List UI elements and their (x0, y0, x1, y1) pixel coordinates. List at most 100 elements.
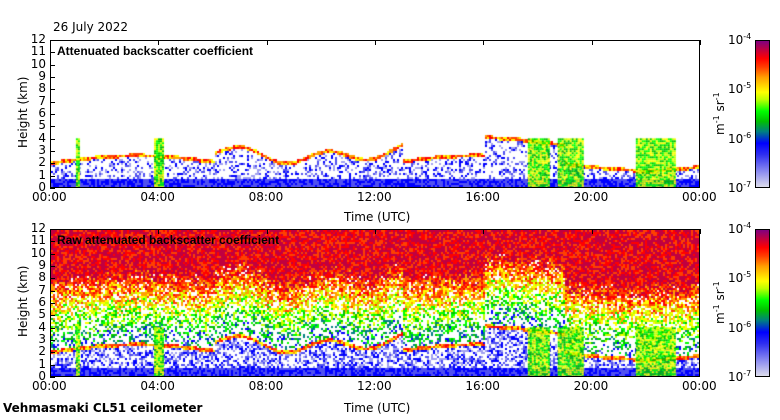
x-tick-mark (266, 40, 268, 45)
x-tick-label: 00:00 (682, 379, 717, 393)
attenuated-backscatter-plot: Attenuated backscatter coefficient (50, 40, 700, 188)
y-tick-mark (50, 77, 55, 78)
y-tick-mark (50, 266, 55, 267)
y-tick-label: 6 (38, 295, 46, 309)
colorbar-unit: m-1 sr-1 (712, 281, 727, 324)
colorbar (755, 229, 770, 377)
x-tick-label: 08:00 (248, 379, 284, 393)
y-tick-label: 6 (38, 106, 46, 120)
y-tick-mark (50, 241, 55, 243)
x-tick-label: 00:00 (32, 379, 67, 393)
x-tick-label: 04:00 (140, 379, 175, 393)
y-tick-label: 4 (38, 319, 46, 334)
x-axis-label: Time (UTC) (344, 210, 411, 224)
y-tick-mark (50, 278, 55, 280)
colorbar-tick-label: 10-4 (728, 221, 752, 236)
y-tick-mark (50, 290, 55, 292)
y-tick-mark (50, 138, 55, 140)
y-tick-mark (50, 364, 55, 366)
y-tick-label: 8 (38, 270, 46, 285)
y-tick-label: 7 (38, 282, 46, 297)
y-axis-label: Height (km) (16, 76, 30, 148)
y-axis-label: Height (km) (16, 265, 30, 337)
colorbar-unit: m-1 sr-1 (712, 92, 727, 135)
colorbar-tick-label: 10-5 (728, 81, 752, 97)
y-tick-mark (50, 303, 55, 304)
y-tick-mark (50, 315, 55, 317)
x-tick-mark (700, 40, 701, 45)
x-tick-label: 16:00 (465, 190, 500, 204)
x-tick-mark (375, 40, 376, 45)
y-tick-label: 1 (38, 167, 46, 182)
colorbar-tick-label: 10-7 (728, 369, 752, 384)
colorbar-tick-label: 10-7 (728, 180, 752, 195)
y-tick-label: 3 (38, 143, 46, 157)
x-tick-mark (591, 40, 593, 45)
y-tick-label: 4 (38, 130, 46, 145)
y-tick-mark (50, 126, 55, 128)
backscatter-heatmap (51, 41, 699, 187)
y-tick-mark (50, 377, 55, 378)
x-tick-mark (50, 40, 51, 45)
colorbar-tick-label: 10-5 (728, 270, 752, 286)
colorbar-tick-label: 10-4 (728, 32, 752, 47)
instrument-footer: Vehmasmaki CL51 ceilometer (3, 401, 203, 415)
date-label: 26 July 2022 (53, 20, 129, 34)
y-tick-label: 7 (38, 93, 46, 108)
raw-backscatter-heatmap (51, 230, 699, 376)
y-tick-mark (50, 188, 55, 189)
y-tick-label: 0 (38, 369, 46, 383)
y-tick-mark (50, 151, 55, 152)
y-tick-label: 10 (30, 245, 46, 260)
y-tick-mark (50, 89, 55, 91)
x-tick-label: 12:00 (357, 379, 392, 393)
colorbar-tick-label: 10-6 (728, 319, 752, 335)
y-tick-mark (50, 40, 55, 41)
y-tick-label: 10 (30, 56, 46, 71)
y-tick-mark (50, 52, 55, 54)
x-tick-label: 04:00 (140, 190, 175, 204)
y-tick-label: 3 (38, 332, 46, 346)
x-tick-label: 00:00 (32, 190, 67, 204)
colorbar-tick-label: 10-6 (728, 130, 752, 146)
colorbar (755, 40, 770, 188)
y-tick-mark (50, 114, 55, 115)
y-tick-mark (50, 175, 55, 177)
y-tick-label: 11 (30, 44, 46, 59)
y-tick-label: 2 (38, 344, 46, 359)
x-tick-label: 00:00 (682, 190, 717, 204)
y-tick-mark (50, 327, 55, 329)
y-tick-mark (50, 352, 55, 354)
x-tick-label: 12:00 (357, 190, 392, 204)
x-tick-mark (700, 229, 701, 234)
x-axis-label: Time (UTC) (344, 401, 411, 415)
y-tick-mark (50, 163, 55, 165)
x-tick-label: 08:00 (248, 190, 284, 204)
x-tick-mark (266, 229, 268, 234)
x-tick-mark (375, 229, 376, 234)
x-tick-label: 20:00 (573, 190, 609, 204)
y-tick-label: 12 (30, 221, 46, 235)
x-tick-mark (483, 40, 485, 45)
x-tick-mark (483, 229, 485, 234)
y-tick-label: 8 (38, 81, 46, 96)
x-tick-mark (158, 40, 160, 45)
raw-backscatter-plot: Raw attenuated backscatter coefficient (50, 229, 700, 377)
x-tick-label: 16:00 (465, 379, 500, 393)
plot-title: Raw attenuated backscatter coefficient (57, 233, 280, 247)
y-tick-label: 5 (38, 307, 46, 322)
y-tick-mark (50, 64, 55, 66)
y-tick-label: 9 (38, 258, 46, 272)
y-tick-label: 2 (38, 155, 46, 170)
x-tick-mark (50, 229, 51, 234)
y-tick-mark (50, 253, 55, 255)
y-tick-label: 5 (38, 118, 46, 133)
x-tick-label: 20:00 (573, 379, 609, 393)
y-tick-mark (50, 101, 55, 103)
y-tick-label: 1 (38, 356, 46, 371)
y-tick-mark (50, 340, 55, 341)
x-tick-mark (591, 229, 593, 234)
plot-title: Attenuated backscatter coefficient (57, 44, 254, 58)
y-tick-label: 11 (30, 233, 46, 248)
